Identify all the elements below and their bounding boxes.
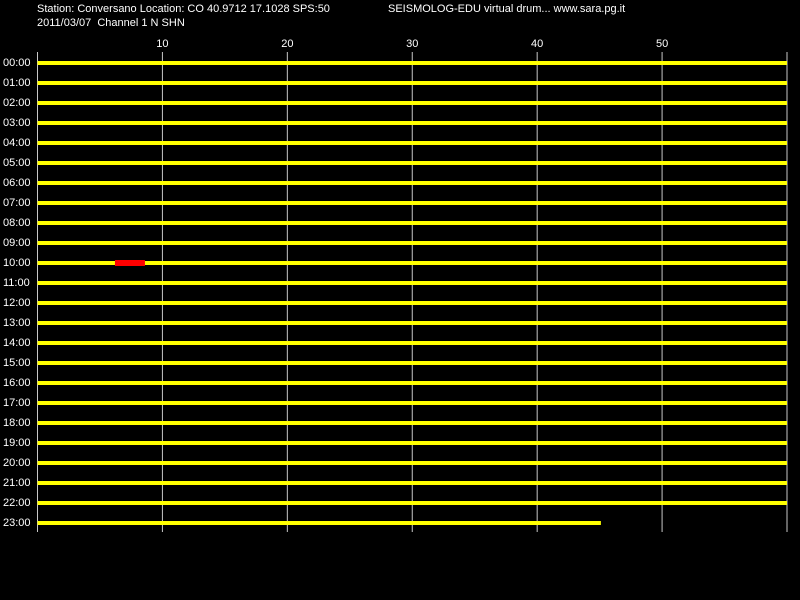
row-label: 02:00 (3, 97, 31, 109)
row-label: 16:00 (3, 377, 31, 389)
trace (37, 101, 787, 105)
trace (37, 201, 787, 205)
row-label: 23:00 (3, 517, 31, 529)
trace (37, 301, 787, 305)
trace (37, 421, 787, 425)
row-label: 03:00 (3, 117, 31, 129)
trace (37, 461, 787, 465)
chart-caption: 2011/03/07 Channel 1 N SHN (37, 17, 185, 29)
trace (37, 481, 787, 485)
trace (37, 321, 787, 325)
row-label: 12:00 (3, 297, 31, 309)
trace (37, 521, 601, 525)
row-label: 13:00 (3, 317, 31, 329)
x-tick-label: 30 (406, 38, 418, 50)
row-label: 22:00 (3, 497, 31, 509)
row-label: 17:00 (3, 397, 31, 409)
row-label: 00:00 (3, 57, 31, 69)
trace (37, 261, 787, 265)
trace (37, 181, 787, 185)
trace (37, 121, 787, 125)
trace (37, 501, 787, 505)
row-label: 11:00 (3, 277, 30, 289)
row-label: 06:00 (3, 177, 31, 189)
trace (37, 341, 787, 345)
row-label: 15:00 (3, 357, 31, 369)
x-tick-label: 50 (656, 38, 668, 50)
row-label: 05:00 (3, 157, 31, 169)
trace (37, 381, 787, 385)
trace (37, 141, 787, 145)
row-label: 08:00 (3, 217, 31, 229)
row-label: 01:00 (3, 77, 31, 89)
event-trace (114, 260, 145, 266)
trace (37, 61, 787, 65)
row-label: 04:00 (3, 137, 31, 149)
trace (37, 241, 787, 245)
row-label: 19:00 (3, 437, 31, 449)
trace (37, 401, 787, 405)
chart-subtitle: SEISMOLOG-EDU virtual drum... www.sara.p… (388, 3, 625, 15)
trace (37, 161, 787, 165)
row-label: 14:00 (3, 337, 31, 349)
row-label: 18:00 (3, 417, 31, 429)
chart-title: Station: Conversano Location: CO 40.9712… (37, 3, 330, 15)
row-label: 07:00 (3, 197, 31, 209)
row-label: 09:00 (3, 237, 31, 249)
row-label: 21:00 (3, 477, 31, 489)
trace (37, 221, 787, 225)
row-label: 20:00 (3, 457, 31, 469)
trace (37, 81, 787, 85)
trace (37, 361, 787, 365)
trace (37, 281, 787, 285)
trace (37, 441, 787, 445)
x-tick-label: 10 (156, 38, 168, 50)
row-label: 10:00 (3, 257, 31, 269)
x-tick-label: 40 (531, 38, 543, 50)
x-tick-label: 20 (281, 38, 293, 50)
